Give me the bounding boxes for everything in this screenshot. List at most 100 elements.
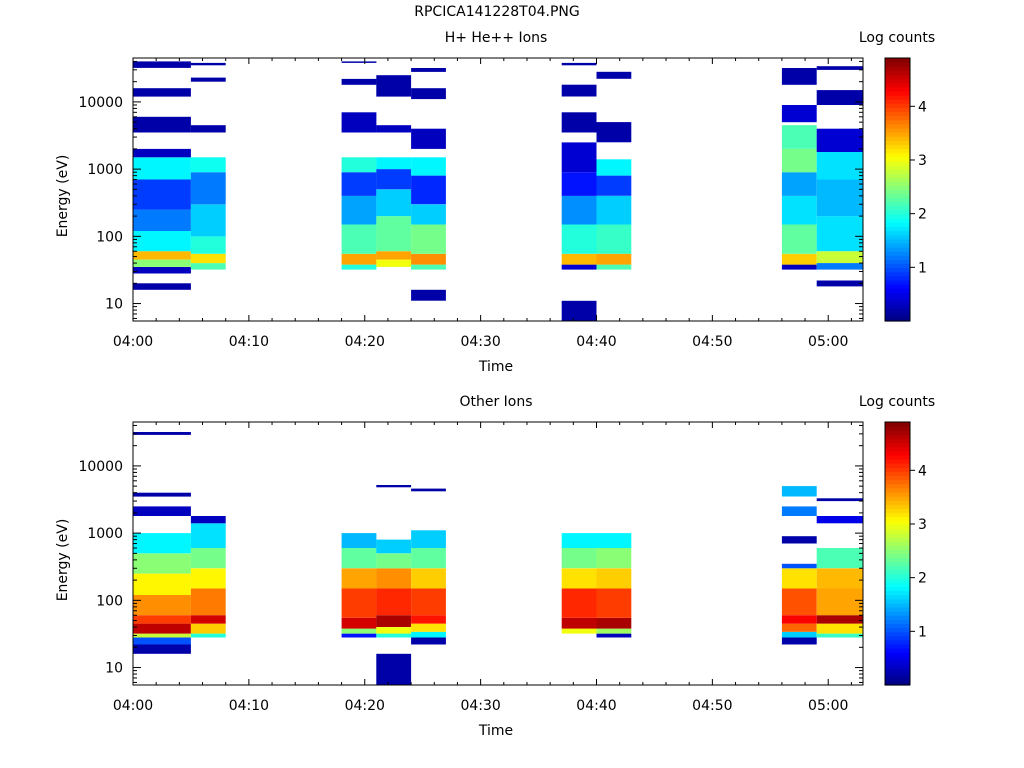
colorbar-swatch (885, 467, 910, 472)
colorbar-swatch (885, 434, 910, 440)
heatmap-cell (411, 615, 446, 624)
colorbar-swatch (885, 131, 910, 137)
colorbar-swatch (885, 168, 910, 174)
colorbar-swatch (885, 58, 910, 63)
heatmap-cell (376, 588, 412, 616)
heatmap-cell (561, 588, 597, 618)
heatmap-cell (561, 224, 597, 254)
heatmap-cell (133, 644, 191, 654)
heatmap-cell (561, 62, 597, 66)
heatmap-cell (341, 61, 377, 63)
colorbar-swatch (885, 623, 910, 629)
colorbar-swatch (885, 296, 910, 302)
heatmap-cell (133, 623, 191, 634)
heatmap-cell (816, 498, 863, 502)
heatmap-cell (816, 152, 863, 180)
colorbar-swatch (885, 107, 910, 113)
heatmap-cell (596, 548, 632, 569)
heatmap-cell (816, 588, 863, 616)
heatmap-cell (411, 588, 446, 616)
heatmap-cell (376, 189, 412, 217)
heatmap-cell (133, 116, 191, 133)
colorbar-swatch (885, 214, 910, 219)
colorbar-swatch (885, 463, 910, 468)
heatmap-cell (190, 157, 226, 173)
colorbar-swatch (885, 242, 910, 248)
colorbar-swatch (885, 288, 910, 293)
heatmap-cell (341, 172, 377, 196)
colorbar-swatch (885, 458, 910, 464)
colorbar-swatch (885, 680, 910, 686)
heatmap-cell (781, 615, 817, 624)
heatmap-cell (781, 506, 817, 516)
colorbar-swatch (885, 173, 910, 178)
chart-title-top: H+ He++ Ions (445, 30, 548, 46)
y-tick-label: 10000 (78, 459, 123, 475)
colorbar-swatch (885, 500, 910, 505)
x-tick-label: 05:00 (808, 334, 848, 350)
colorbar-tick-label: 3 (918, 153, 927, 169)
heatmap-cell (596, 224, 632, 254)
heatmap-cell (596, 71, 632, 79)
colorbar-swatch (885, 197, 910, 203)
heatmap-cell (190, 204, 226, 237)
colorbar-label-top: Log counts (859, 30, 935, 46)
colorbar-swatch (885, 123, 910, 129)
heatmap-cell (561, 533, 597, 548)
heatmap-cell (411, 128, 446, 149)
heatmap-cell (411, 623, 446, 632)
colorbar-swatch (885, 300, 910, 306)
colorbar-swatch (885, 672, 910, 678)
colorbar-frame (884, 57, 911, 322)
heatmap-cell (781, 253, 817, 265)
x-tick-label: 04:10 (229, 334, 269, 350)
heatmap-cell (133, 179, 191, 210)
x-tick-label: 04:30 (460, 334, 500, 350)
heatmap-cell (376, 75, 412, 97)
heatmap-cell (411, 175, 446, 205)
colorbar-swatch (885, 516, 910, 522)
heatmap-cell (341, 568, 377, 589)
x-tick-label: 04:00 (113, 334, 153, 350)
colorbar-swatch (885, 267, 910, 273)
heatmap-cell (190, 523, 226, 548)
colorbar-swatch (885, 611, 910, 616)
colorbar-swatch (885, 218, 910, 223)
colorbar-swatch (885, 115, 910, 121)
x-tick-label: 04:50 (692, 334, 732, 350)
heatmap-cell (341, 533, 377, 548)
colorbar-swatch (885, 442, 910, 448)
colorbar-swatch (885, 648, 910, 653)
heatmap-cell (816, 516, 863, 524)
heatmap-cell (596, 264, 632, 270)
colorbar-swatch (885, 259, 910, 265)
colorbar-swatch (885, 304, 910, 310)
heatmap-cell (376, 653, 412, 685)
heatmap-cell (596, 568, 632, 589)
colorbar-swatch (885, 156, 910, 162)
heatmap-cell (376, 259, 412, 267)
colorbar-swatch (885, 676, 910, 682)
x-tick-label: 04:20 (345, 334, 385, 350)
colorbar-swatch (885, 590, 910, 596)
colorbar-frame (884, 421, 911, 686)
heatmap-cell (376, 169, 412, 190)
heatmap-cell (411, 68, 446, 72)
heatmap-cell (411, 568, 446, 589)
heatmap-cell (190, 62, 226, 66)
colorbar-swatch (885, 284, 910, 289)
colorbar-swatch (885, 619, 910, 624)
heatmap-cell (596, 159, 632, 176)
heatmap-cell (133, 148, 191, 158)
colorbar-swatch (885, 82, 910, 88)
heatmap-cell (781, 172, 817, 196)
colorbar-swatch (885, 136, 910, 141)
heatmap-cell (133, 432, 191, 435)
colorbar-swatch (885, 450, 910, 456)
colorbar-swatch (885, 226, 910, 232)
heatmap-cell (376, 157, 412, 170)
colorbar-swatch (885, 292, 910, 297)
heatmap-cell (561, 142, 597, 173)
y-tick-label: 1000 (87, 526, 123, 542)
plot-area-top: 04:00 04:10 04:20 04:30 04:40 04:50 05:00 10 100… (78, 57, 864, 350)
